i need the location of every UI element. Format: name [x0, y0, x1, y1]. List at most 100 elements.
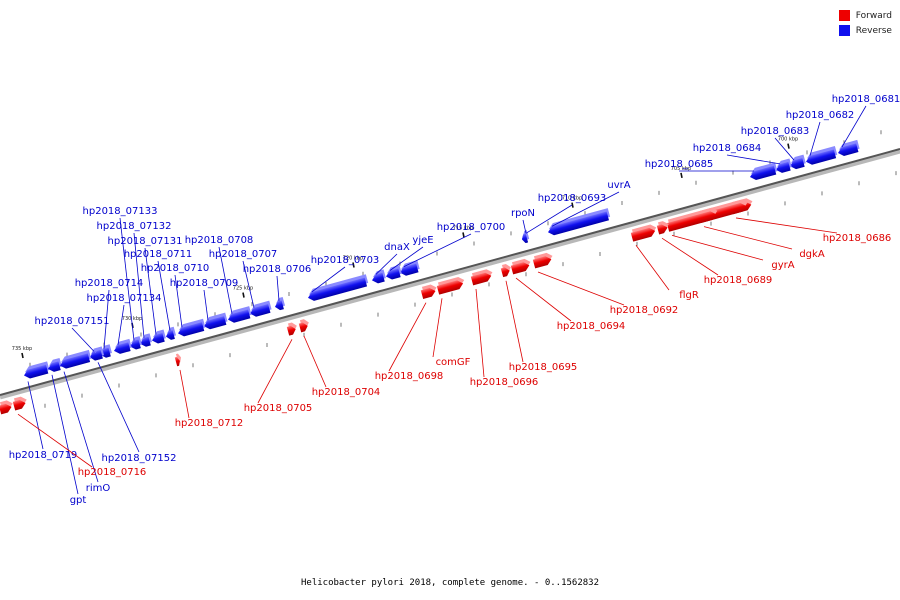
position-tick: 735 kbp [12, 346, 32, 359]
gene-hp2018_0707[interactable] [248, 300, 272, 318]
gene-hp2018_0716[interactable] [12, 395, 29, 411]
position-tick: 710 kbp [562, 196, 582, 208]
gene-hp2018_0696[interactable] [470, 268, 494, 286]
gene-label-hp2018_07131: hp2018_07131 [108, 236, 183, 335]
svg-text:hp2018_07131: hp2018_07131 [108, 236, 183, 247]
gene-label-flgR: flgR [635, 245, 699, 301]
gene-hp2018_0711[interactable] [164, 326, 177, 341]
gene-hp2018_0709[interactable] [202, 312, 228, 331]
gene-hp2018_0689[interactable] [656, 220, 671, 235]
svg-text:hp2018_0685: hp2018_0685 [645, 159, 714, 170]
gene-hp2018_0681[interactable] [836, 139, 860, 157]
gene-gyrA[interactable] [666, 206, 719, 232]
gene-label-hp2018_07151: hp2018_07151 [35, 316, 109, 352]
gene-hp2018_0683[interactable] [788, 154, 807, 171]
gene-label-hp2018_0711: hp2018_0711 [124, 249, 192, 331]
gene-label-hp2018_0704: hp2018_0704 [303, 335, 380, 398]
gene-features [0, 139, 860, 415]
gene-hp2018_0684[interactable] [774, 158, 793, 174]
gene-label-hp2018_0682: hp2018_0682 [786, 110, 855, 156]
gene-label-hp2018_07134: hp2018_07134 [87, 293, 162, 345]
gene-hp2018_0706[interactable] [273, 296, 286, 311]
gene-hp2018_0712[interactable] [174, 353, 183, 367]
position-tick: 720 kbp [343, 256, 363, 268]
gene-label-rpoN: rpoN [511, 208, 535, 234]
gene-label-hp2018_0689: hp2018_0689 [661, 237, 772, 286]
gene-rpoN[interactable] [520, 230, 530, 244]
gene-uvrA[interactable] [546, 208, 611, 236]
gene-hp2018_0703[interactable] [306, 274, 369, 302]
svg-text:hp2018_0684: hp2018_0684 [693, 143, 762, 154]
gene-label-hp2018_0694: hp2018_0694 [515, 277, 626, 332]
gene-gpt[interactable] [46, 357, 63, 373]
gene-hp2018_0704[interactable] [298, 318, 311, 333]
svg-text:hp2018_0683: hp2018_0683 [741, 126, 810, 137]
legend-forward-label: Forward [855, 10, 892, 21]
gene-hp2018_07131[interactable] [150, 329, 167, 345]
gene-label-gpt: gpt [51, 374, 87, 506]
svg-text:hp2018_0695: hp2018_0695 [509, 362, 578, 373]
reverse-swatch [838, 25, 850, 36]
genome-backbone [0, 148, 900, 400]
minor-tick [436, 251, 453, 297]
svg-text:hp2018_07133: hp2018_07133 [83, 206, 158, 217]
svg-text:hp2018_07134: hp2018_07134 [87, 293, 162, 304]
svg-text:rpoN: rpoN [511, 208, 535, 219]
position-tick-label: 710 kbp [562, 196, 582, 202]
gene-label-hp2018_0716: hp2018_0716 [17, 413, 147, 478]
svg-text:comGF: comGF [436, 357, 471, 368]
gene-label-hp2018_07133: hp2018_07133 [83, 206, 158, 341]
position-tick: 725 kbp [233, 286, 253, 298]
gene-hp2018_0705[interactable] [286, 321, 299, 336]
svg-text:hp2018_0694: hp2018_0694 [557, 321, 626, 332]
svg-text:gpt: gpt [70, 495, 87, 506]
gene-label-hp2018_0693: hp2018_0693 [525, 193, 606, 234]
gene-hp2018_0710[interactable] [176, 318, 206, 338]
gene-hp2018_0700[interactable] [398, 260, 420, 277]
svg-text:hp2018_0716: hp2018_0716 [78, 467, 147, 478]
gene-label-hp2018_0709: hp2018_0709 [170, 278, 238, 321]
svg-text:yjeE: yjeE [412, 235, 433, 246]
gene-label-hp2018_0708: hp2018_0708 [185, 235, 253, 314]
gene-hp2018_0694[interactable] [510, 258, 532, 275]
gene-label-hp2018_0683: hp2018_0683 [741, 126, 810, 161]
gene-hp2018_07152[interactable] [92, 346, 105, 360]
gene-hp2018_0692[interactable] [532, 252, 554, 269]
legend: Forward Reverse [838, 8, 892, 38]
gene-dnaX[interactable] [370, 269, 387, 284]
minor-tick [880, 130, 897, 176]
svg-text:hp2018_0682: hp2018_0682 [786, 110, 855, 121]
position-tick-label: 700 kbp [778, 137, 798, 143]
svg-text:flgR: flgR [679, 290, 699, 301]
gene-yjeE[interactable] [384, 265, 403, 281]
gene-label-hp2018_0703: hp2018_0703 [311, 255, 379, 293]
gene-hp2018_07132[interactable] [138, 333, 153, 348]
gene-label-hp2018_0684: hp2018_0684 [693, 143, 781, 165]
minor-tick [658, 190, 675, 236]
gene-hp2018_07133[interactable] [128, 336, 143, 351]
gene-label-rimO: rimO [63, 371, 110, 494]
position-tick: 705 kbp [671, 166, 691, 179]
svg-text:hp2018_0681: hp2018_0681 [832, 94, 900, 105]
minor-tick [177, 322, 194, 368]
gene-hp2018_0682[interactable] [804, 146, 838, 166]
gene-label-hp2018_0706: hp2018_0706 [243, 264, 311, 301]
gene-hp2018_0698[interactable] [420, 283, 439, 299]
gene-comGF[interactable] [436, 276, 466, 295]
gene-label-hp2018_0714: hp2018_0714 [75, 278, 143, 349]
svg-text:dgkA: dgkA [799, 249, 824, 260]
position-tick-label: 715 kbp [453, 225, 473, 231]
svg-text:hp2018_0707: hp2018_0707 [209, 249, 278, 260]
gene-label-hp2018_0712: hp2018_0712 [175, 369, 243, 429]
gene-rimO[interactable] [58, 349, 92, 370]
gene-hp2018_0708[interactable] [226, 306, 252, 324]
gene-flgR[interactable] [630, 223, 658, 242]
gene-edge-fragment[interactable] [0, 399, 15, 415]
gene-hp2018_0685[interactable] [748, 162, 778, 181]
gene-hp2018_07134[interactable] [112, 338, 133, 355]
position-tick-label: 730 kbp [122, 316, 142, 322]
gene-label-yjeE: yjeE [389, 235, 434, 271]
gene-hp2018_0695[interactable] [500, 263, 513, 278]
gene-label-hp2018_0696: hp2018_0696 [470, 288, 538, 388]
gene-hp2018_0719[interactable] [22, 361, 50, 379]
